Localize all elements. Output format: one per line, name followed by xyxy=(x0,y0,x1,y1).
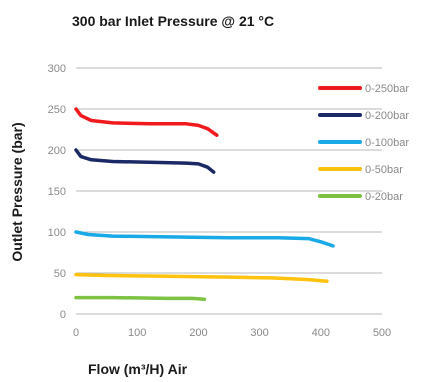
x-tick-labels: 0 100 200 300 400 500 xyxy=(73,327,391,339)
legend-label-0-100bar: 0-100bar xyxy=(365,137,409,149)
y-tick-300: 300 xyxy=(48,63,66,75)
y-tick-labels: 0 50 100 150 200 250 300 xyxy=(48,63,66,321)
x-axis-label: Flow (m³/H) Air xyxy=(88,361,188,377)
series-line-0-100bar xyxy=(74,230,335,248)
chart-title: 300 bar Inlet Pressure @ 21 °C xyxy=(72,13,274,29)
legend-label-0-250bar: 0-250bar xyxy=(365,83,409,95)
legend-label-0-200bar: 0-200bar xyxy=(365,110,409,122)
y-tick-150: 150 xyxy=(48,186,66,198)
y-tick-250: 250 xyxy=(48,104,66,116)
legend: 0-250bar 0-200bar 0-100bar 0-50bar 0-20bar xyxy=(318,83,409,203)
x-tick-100: 100 xyxy=(128,327,146,339)
gridlines xyxy=(76,67,382,315)
x-tick-200: 200 xyxy=(189,327,207,339)
x-tick-0: 0 xyxy=(73,327,79,339)
x-tick-500: 500 xyxy=(373,327,391,339)
y-tick-50: 50 xyxy=(54,268,66,280)
series-line-0-250bar xyxy=(74,107,219,137)
legend-label-0-20bar: 0-20bar xyxy=(365,191,403,203)
y-axis-label: Outlet Pressure (bar) xyxy=(9,122,25,261)
x-tick-300: 300 xyxy=(250,327,268,339)
series-line-0-20bar xyxy=(74,295,207,301)
x-tick-400: 400 xyxy=(312,327,330,339)
series-lines xyxy=(74,107,335,301)
y-tick-0: 0 xyxy=(60,309,66,321)
y-tick-100: 100 xyxy=(48,227,66,239)
legend-label-0-50bar: 0-50bar xyxy=(365,164,403,176)
y-tick-200: 200 xyxy=(48,145,66,157)
series-line-0-200bar xyxy=(74,148,216,174)
series-line-0-50bar xyxy=(74,272,329,283)
